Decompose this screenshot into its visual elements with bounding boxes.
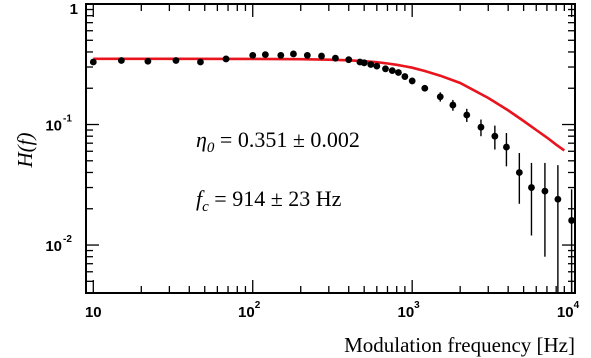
data-point	[197, 58, 204, 66]
data-point	[332, 54, 339, 62]
data-point	[277, 51, 285, 59]
x-axis-title: Modulation frequency [Hz]	[344, 333, 575, 357]
y-tick-label: 10	[45, 238, 62, 255]
x-tick-exponent: 2	[255, 300, 261, 311]
data-point	[528, 184, 535, 191]
data-point	[261, 51, 269, 59]
x-tick-exponent: 3	[414, 300, 420, 311]
y-axis: 10 -210 -11	[45, 1, 575, 294]
x-tick-exponent: 4	[574, 300, 580, 311]
data-point	[449, 101, 457, 109]
data-point	[401, 73, 409, 80]
data-point	[172, 57, 180, 64]
data-point	[436, 93, 444, 101]
data-point	[222, 55, 230, 63]
data-point	[421, 84, 429, 92]
fc-annotation: fc = 914 ± 23 Hz	[196, 186, 342, 215]
data-point	[463, 111, 471, 119]
y-tick-label: 1	[70, 1, 78, 18]
data-point	[541, 187, 549, 195]
data-point	[395, 69, 402, 76]
data-point	[503, 143, 510, 151]
data-point	[367, 61, 375, 68]
data-point	[318, 52, 325, 60]
data-point	[408, 77, 416, 85]
x-tick-label: 10	[557, 304, 574, 321]
data-point	[290, 50, 297, 58]
y-tick-exponent: -2	[63, 234, 72, 245]
data-point	[303, 51, 311, 59]
data-point	[373, 62, 381, 70]
fit-curve	[93, 57, 566, 152]
data-point	[117, 57, 125, 64]
eta0-annotation: η0 = 0.351 ± 0.002	[196, 127, 360, 156]
y-tick-exponent: -1	[63, 114, 72, 125]
data-point	[477, 123, 485, 131]
data-point	[249, 51, 257, 59]
data-point	[388, 67, 396, 75]
plot-frame	[85, 3, 576, 294]
y-tick-label: 10	[45, 118, 62, 135]
x-tick-label: 10	[397, 304, 414, 321]
data-point	[345, 56, 353, 64]
x-axis: 10 10 2 10 3 10 4	[85, 4, 580, 321]
data-point	[515, 169, 523, 176]
data-point	[89, 58, 97, 66]
data-point	[491, 132, 499, 140]
data-point	[360, 59, 368, 67]
x-tick-label: 10	[238, 304, 255, 321]
data-point	[554, 195, 562, 203]
data-point	[382, 65, 389, 73]
data-points-layer	[89, 50, 576, 293]
data-point	[144, 57, 152, 65]
data-point	[568, 217, 576, 224]
y-axis-title: H(f)	[13, 133, 37, 169]
fit-curve-layer	[93, 57, 566, 152]
x-tick-label: 10	[85, 304, 102, 321]
